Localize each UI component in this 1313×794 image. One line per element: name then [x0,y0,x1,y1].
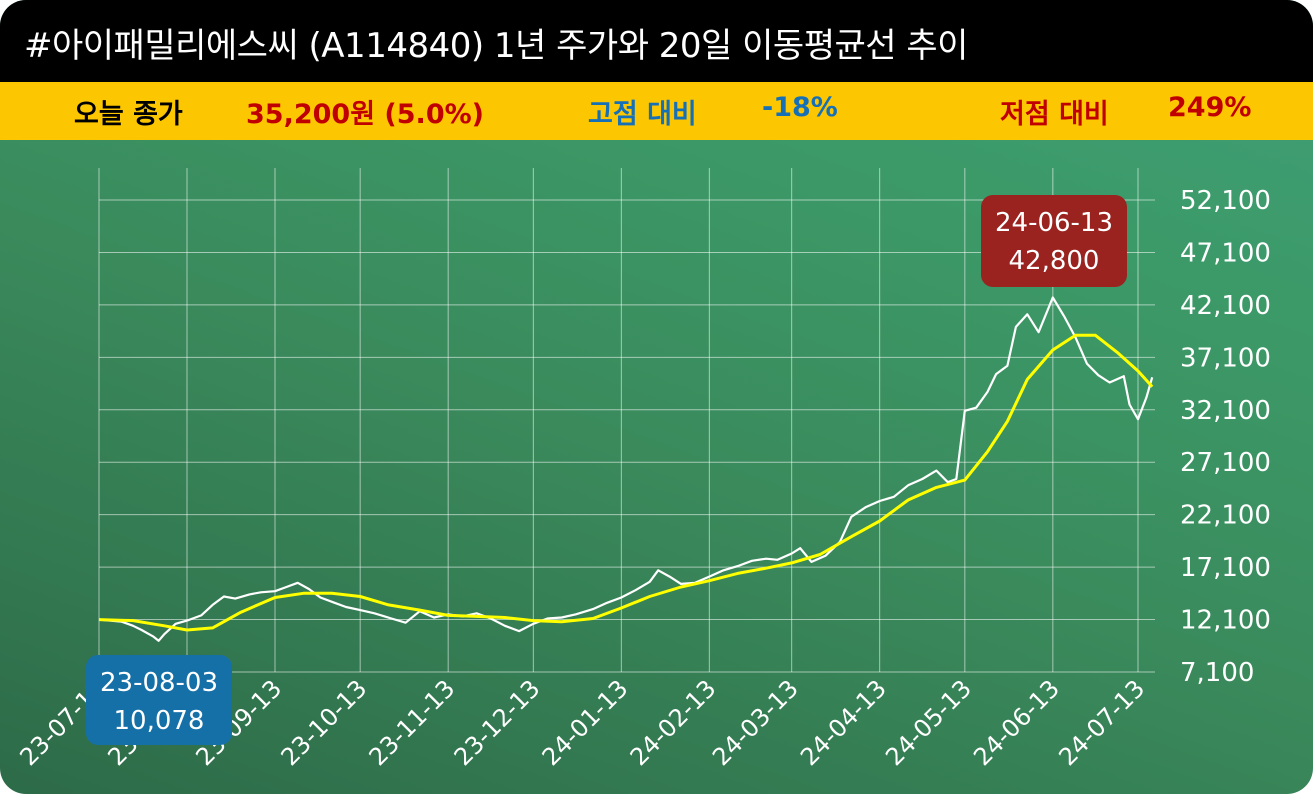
callouts: 24-06-13 42,800 23-08-03 10,078 [86,195,1127,745]
x-tick-label: 24-04-13 [795,674,892,771]
low-compare-label: 저점 대비 [1000,99,1109,130]
y-tick-label: 17,100 [1180,553,1271,583]
y-tick-label: 12,100 [1180,606,1271,636]
low-callout-box [86,655,232,745]
stats-bar: 오늘 종가 35,200원 (5.0%) 고점 대비 -18% 저점 대비 24… [0,82,1313,140]
x-tick-label: 24-03-13 [707,674,804,771]
series [98,296,1154,642]
x-tick-label: 24-02-13 [625,674,722,771]
y-tick-label: 27,100 [1180,448,1271,478]
high-callout-date: 24-06-13 [995,208,1113,238]
x-tick-label: 24-06-13 [968,674,1065,771]
close-label: 오늘 종가 [74,99,183,130]
y-tick-label: 22,100 [1180,501,1271,531]
x-tick-label: 23-10-13 [276,674,373,771]
grid [98,168,1155,673]
price-chart: 52,100 47,100 42,100 37,100 32,100 27,100 22,1… [14,168,1271,771]
y-tick-label: 37,100 [1180,343,1271,373]
x-tick-label: 23-12-13 [449,674,546,771]
x-tick-label: 23-11-13 [364,674,461,771]
x-tick-label: 24-07-13 [1053,674,1150,771]
high-callout-value: 42,800 [1009,246,1100,276]
price-line [98,296,1154,642]
chart-title: #아이패밀리에스씨 (A114840) 1년 주가와 20일 이동평균선 추이 [24,26,968,66]
low-callout-date: 23-08-03 [100,668,218,698]
title-bar: #아이패밀리에스씨 (A114840) 1년 주가와 20일 이동평균선 추이 [0,0,1313,82]
high-callout-box [981,195,1127,287]
high-compare-value: -18% [762,92,838,123]
ma20-line [98,333,1154,632]
x-tick-label: 24-01-13 [537,674,634,771]
y-tick-label: 42,100 [1180,291,1271,321]
high-compare-label: 고점 대비 [588,99,697,130]
y-axis: 52,100 47,100 42,100 37,100 32,100 27,100 22,1… [1180,186,1271,688]
low-compare-value: 249% [1168,92,1252,123]
low-callout-value: 10,078 [114,706,205,736]
y-tick-label: 32,100 [1180,396,1271,426]
y-tick-label: 52,100 [1180,186,1271,216]
x-tick-label: 24-05-13 [880,674,977,771]
y-tick-label: 7,100 [1180,658,1254,688]
low-callout: 23-08-03 10,078 [86,655,232,745]
y-tick-label: 47,100 [1180,238,1271,268]
high-callout: 24-06-13 42,800 [981,195,1127,287]
close-value: 35,200원 (5.0%) [246,99,484,130]
